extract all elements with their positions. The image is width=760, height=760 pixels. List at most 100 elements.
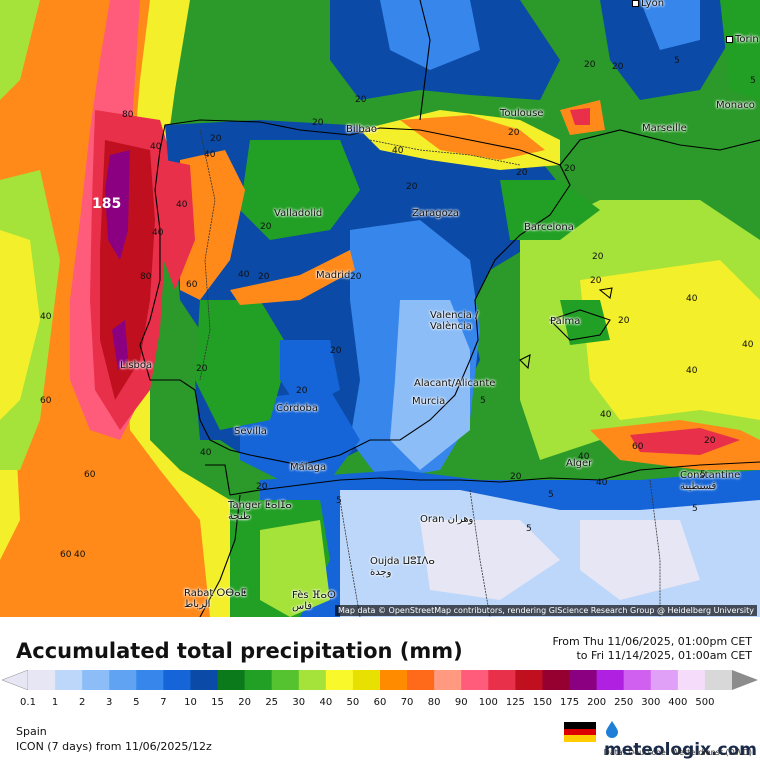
contour-label: 40 (176, 200, 188, 210)
city-constantine: Constantine قسنطينة (680, 470, 741, 492)
contour-label: 40 (238, 270, 250, 280)
city-alger: Alger (566, 458, 593, 469)
contour-label: 40 (204, 150, 216, 160)
city-marker-icon (726, 35, 733, 43)
scale-tick-label: 90 (454, 697, 468, 708)
scale-cell (82, 670, 110, 690)
scale-tick-label: 3 (106, 697, 113, 708)
scale-tick-label: 300 (641, 697, 661, 708)
scale-cell (109, 670, 137, 690)
contour-label: 60 (60, 550, 72, 560)
city-tanger: Tanger ⵟⴰⵏⵊⴰ طنجة (228, 500, 292, 522)
scale-cell (650, 670, 679, 690)
scale-tick-label: 400 (668, 697, 688, 708)
scale-cell (55, 670, 83, 690)
scale-tick-label: 1 (51, 697, 59, 708)
contour-label: 20 (584, 60, 596, 70)
city-madrid: Madrid (316, 270, 351, 281)
scale-cell (704, 670, 733, 690)
contour-label: 20 (590, 276, 602, 286)
scale-tick-label: 40 (319, 697, 333, 708)
data-source: Data: Deutscher Wetterdienst (DWD) (603, 748, 752, 757)
city-malaga: Málaga (290, 462, 327, 473)
contour-label: 5 (674, 56, 680, 66)
city-monaco: Monaco (716, 100, 755, 111)
scale-cell (271, 670, 300, 690)
contour-label: 20 (350, 272, 362, 282)
city-oran: Oran وهران (420, 514, 474, 525)
scale-tick-label: 100 (478, 697, 498, 708)
scale-cell (190, 670, 219, 690)
contour-label: 20 (618, 316, 630, 326)
brand-logo[interactable]: meteologix.com (604, 720, 760, 760)
scale-tick-label: 70 (400, 697, 414, 708)
scale-cell (298, 670, 327, 690)
contour-label: 20 (510, 472, 522, 482)
contour-label: 20 (196, 364, 208, 374)
contour-label: 60 (632, 442, 644, 452)
contour-label: 20 (258, 272, 270, 282)
scale-cell (325, 670, 354, 690)
contour-label: 5 (548, 490, 554, 500)
scale-cell (515, 670, 543, 690)
scale-cell (596, 670, 625, 690)
contour-label: 80 (140, 272, 152, 282)
contour-label: 20 (210, 134, 222, 144)
contour-label: 20 (516, 168, 528, 178)
contour-label: 20 (312, 118, 324, 128)
contour-label: 80 (122, 110, 134, 120)
contour-label: 40 (150, 142, 162, 152)
city-palma: Palma (550, 316, 581, 327)
contour-label: 40 (152, 228, 164, 238)
scale-cell (136, 670, 164, 690)
contour-label: 20 (256, 482, 268, 492)
contour-label: 20 (330, 346, 342, 356)
contour-label: 5 (700, 470, 706, 480)
scale-cell (542, 670, 571, 690)
period-from: From Thu 11/06/2025, 01:00pm CET (552, 635, 752, 648)
scale-cell (434, 670, 462, 690)
contour-label: 40 (392, 146, 404, 156)
city-toulouse: Toulouse (500, 108, 544, 119)
city-marker-icon (632, 0, 639, 7)
contour-label: 40 (600, 410, 612, 420)
contour-label: 40 (686, 294, 698, 304)
contour-label: 20 (564, 164, 576, 174)
german-flag-icon (564, 722, 596, 742)
contour-label: 40 (74, 550, 86, 560)
contour-label: 5 (526, 524, 532, 534)
contour-label: 60 (84, 470, 96, 480)
scale-tick-label: 500 (695, 697, 715, 708)
scale-cell (461, 670, 489, 690)
contour-label: 20 (355, 95, 367, 105)
scale-tick-label: 200 (587, 697, 607, 708)
scale-tick-label: 175 (559, 697, 580, 708)
city-valencia: Valencia / València (430, 310, 479, 332)
contour-label: 5 (480, 396, 486, 406)
city-oujda: Oujda ⵡⵓⵊⴷⴰ وجدة (370, 556, 435, 578)
contour-label: 40 (578, 452, 590, 462)
scale-arrow-left (1, 670, 29, 690)
color-scale-bar (1, 670, 758, 690)
scale-tick-label: 10 (184, 697, 197, 708)
city-marseille: Marseille (642, 123, 687, 134)
max-value-label: 185 (92, 196, 122, 212)
scale-cell (28, 670, 56, 690)
period-to: to Fri 11/14/2025, 01:00am CET (576, 649, 752, 662)
region-label: Spain (16, 725, 47, 738)
city-barcelona: Barcelona (524, 222, 574, 233)
scale-cell (623, 670, 652, 690)
scale-tick-label: 20 (238, 697, 251, 708)
scale-tick-label: 80 (427, 697, 441, 708)
scale-arrow-right (732, 670, 758, 690)
scale-cell (352, 670, 381, 690)
city-bilbao: Bilbao (346, 124, 378, 135)
contour-label: 20 (592, 252, 604, 262)
city-alicante: Alacant/Alicante (414, 378, 496, 389)
city-zaragoza: Zaragoza (412, 208, 460, 219)
scale-tick-label: 7 (160, 697, 167, 708)
legend-title: Accumulated total precipitation (mm) (16, 639, 463, 663)
precipitation-map[interactable]: 185 Lyon Torin Monaco Toulouse Marseille… (0, 0, 760, 617)
contour-label: 5 (750, 76, 756, 86)
forecast-period: From Thu 11/06/2025, 01:00pm CET to Fri … (552, 635, 752, 663)
